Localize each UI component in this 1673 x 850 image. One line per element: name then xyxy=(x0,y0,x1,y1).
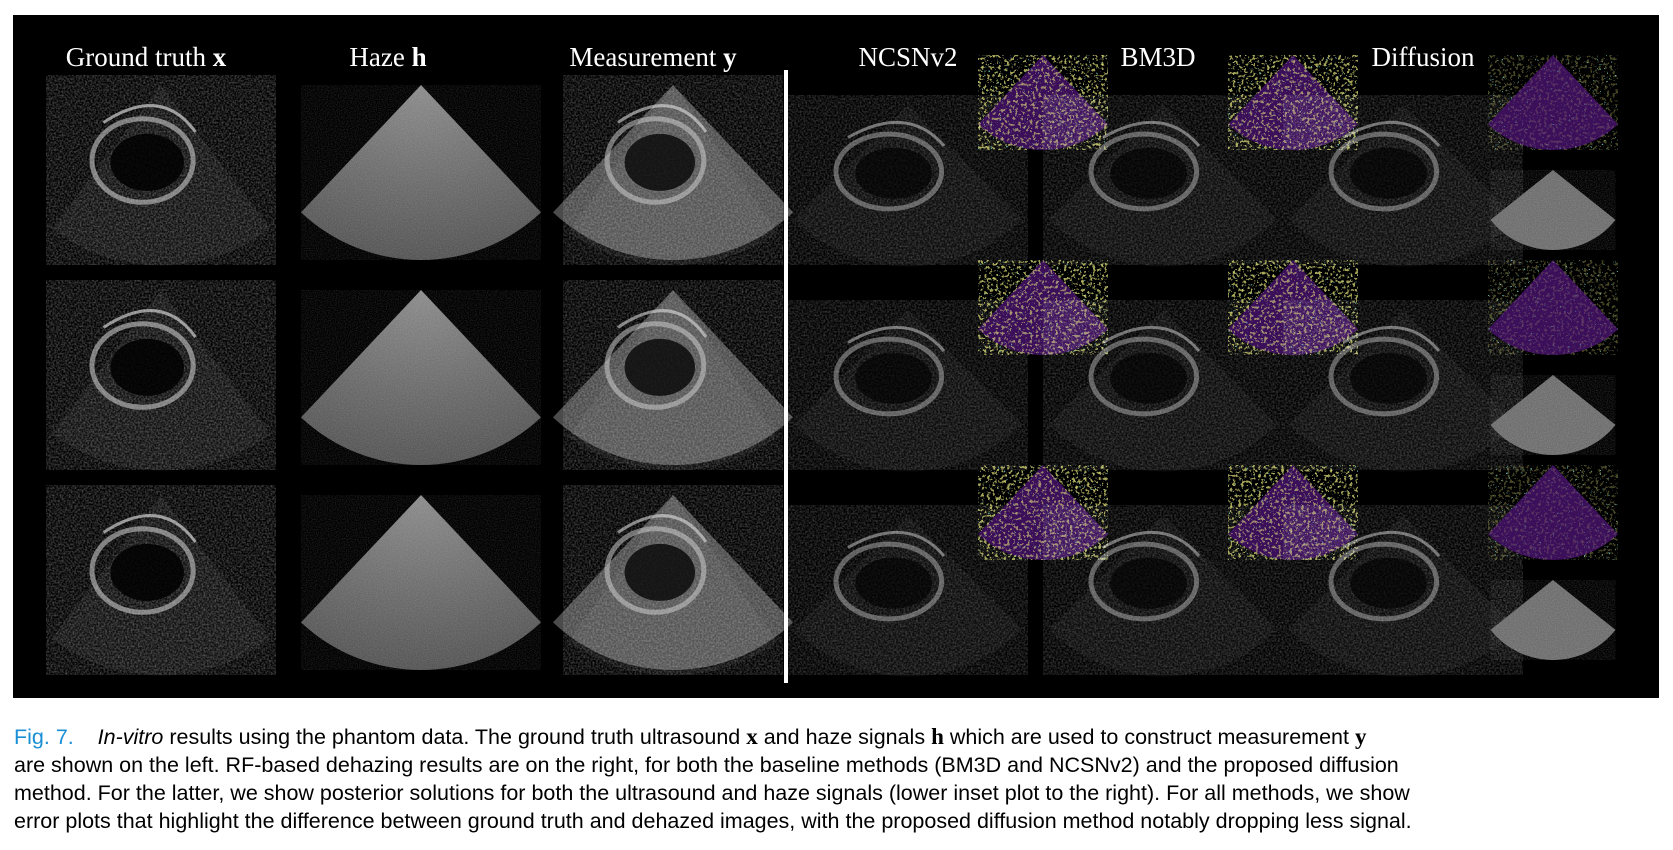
row-3-diffusion-haze-speckle xyxy=(1490,580,1616,660)
row-3-diffusion-result-streak xyxy=(1342,530,1441,557)
row-1-bm3d-result-streak xyxy=(1102,120,1201,147)
row-3-measurement-wall xyxy=(604,526,707,615)
row-2-diffusion-haze-speckle xyxy=(1490,375,1616,455)
row-3-diffusion-result-chamber xyxy=(1350,557,1427,609)
row-1-measurement-chamber xyxy=(624,133,695,191)
column-title-haze: Haze h xyxy=(349,42,427,72)
row-2-ground-truth-chamber xyxy=(110,338,184,396)
row-1-ground-truth-chamber xyxy=(110,133,184,191)
caption-line-4: error plots that highlight the differenc… xyxy=(14,809,1412,833)
row-2-bm3d-result-streak xyxy=(1102,325,1201,352)
row-2-measurement-chamber xyxy=(624,338,695,396)
row-3-ground-truth-chamber xyxy=(110,543,184,601)
caption-symbol-x: x xyxy=(746,724,758,749)
row-2-ground-truth-streak xyxy=(102,309,197,338)
caption-italic-lead: In-vitro xyxy=(97,725,164,749)
row-1-bm3d-result-chamber xyxy=(1110,147,1187,199)
symbol-h: h xyxy=(411,42,427,72)
row-3-bm3d-result-streak xyxy=(1102,530,1201,557)
row-1-bm3d-result-wall xyxy=(1088,131,1200,212)
row-2-bm3d-result-chamber xyxy=(1110,352,1187,404)
column-title-ground-truth: Ground truth x xyxy=(65,42,227,72)
figure-panel: Ground truth x Haze h Measurement y NCSN… xyxy=(13,15,1659,698)
row-2-diffusion-result-wall xyxy=(1328,336,1440,417)
column-title-bm3d: BM3D xyxy=(1120,42,1196,72)
row-3-diffusion-error-high xyxy=(1488,465,1618,560)
row-2-diffusion-result-streak xyxy=(1342,325,1441,352)
column-title-ncsnv2: NCSNv2 xyxy=(858,42,958,72)
row-2-measurement-wall xyxy=(604,321,707,410)
caption-symbol-y: y xyxy=(1354,724,1367,749)
row-3-diffusion-result-wall xyxy=(1328,541,1440,622)
row-2-bm3d-result-wall xyxy=(1088,336,1200,417)
row-3-diffusion-error-tint xyxy=(1488,465,1618,560)
row-2-diffusion-error-high xyxy=(1488,260,1618,355)
figure-label: Fig. 7. xyxy=(14,725,74,749)
row-2-ground-truth-wall xyxy=(89,321,196,410)
row-2-diffusion-result-chamber xyxy=(1350,352,1427,404)
row-1-ncsnv2-result-wall xyxy=(833,131,945,212)
row-3-bm3d-result-wall xyxy=(1088,541,1200,622)
caption-line-1: Fig. 7. In-vitro results using the phant… xyxy=(14,724,1367,749)
row-3-haze-speckle xyxy=(301,495,541,670)
row-3-ncsnv2-result-chamber xyxy=(855,557,932,609)
row-1-ncsnv2-result-chamber xyxy=(855,147,932,199)
column-title-diffusion: Diffusion xyxy=(1371,42,1475,72)
row-1-measurement-streak xyxy=(617,104,708,133)
row-1-diffusion-result-chamber xyxy=(1350,147,1427,199)
symbol-x: x xyxy=(212,42,227,72)
row-1-diffusion-haze-speckle xyxy=(1490,170,1616,250)
caption-line-3: method. For the latter, we show posterio… xyxy=(14,781,1410,805)
row-1-measurement-wall xyxy=(604,116,707,205)
row-1-ground-truth-streak xyxy=(102,104,197,133)
caption-line-2: are shown on the left. RF-based dehazing… xyxy=(14,753,1399,777)
vertical-divider xyxy=(784,70,788,683)
row-3-ncsnv2-result-wall xyxy=(833,541,945,622)
caption-symbol-h: h xyxy=(931,724,944,749)
figure-images xyxy=(46,55,1618,677)
row-3-bm3d-result-chamber xyxy=(1110,557,1187,609)
row-2-measurement-streak xyxy=(617,309,708,338)
row-3-ground-truth-streak xyxy=(102,514,197,543)
row-1-diffusion-error-tint xyxy=(1488,55,1618,150)
column-title-measurement: Measurement y xyxy=(569,42,737,72)
row-1-diffusion-result-streak xyxy=(1342,120,1441,147)
figure-caption: Fig. 7. In-vitro results using the phant… xyxy=(14,723,1660,835)
row-3-measurement-streak xyxy=(617,514,708,543)
row-2-ncsnv2-result-wall xyxy=(833,336,945,417)
row-2-diffusion-error-tint xyxy=(1488,260,1618,355)
row-2-ncsnv2-result-streak xyxy=(847,325,946,352)
row-3-ncsnv2-result-streak xyxy=(847,530,946,557)
row-3-ground-truth-wall xyxy=(89,526,196,615)
row-3-measurement-chamber xyxy=(624,543,695,601)
row-1-haze-speckle xyxy=(301,85,541,260)
row-1-ground-truth-wall xyxy=(89,116,196,205)
row-1-ncsnv2-result-streak xyxy=(847,120,946,147)
row-2-ncsnv2-result-chamber xyxy=(855,352,932,404)
row-1-diffusion-result-wall xyxy=(1328,131,1440,212)
row-2-haze-speckle xyxy=(301,290,541,465)
symbol-y: y xyxy=(723,42,737,72)
row-1-diffusion-error-high xyxy=(1488,55,1618,150)
